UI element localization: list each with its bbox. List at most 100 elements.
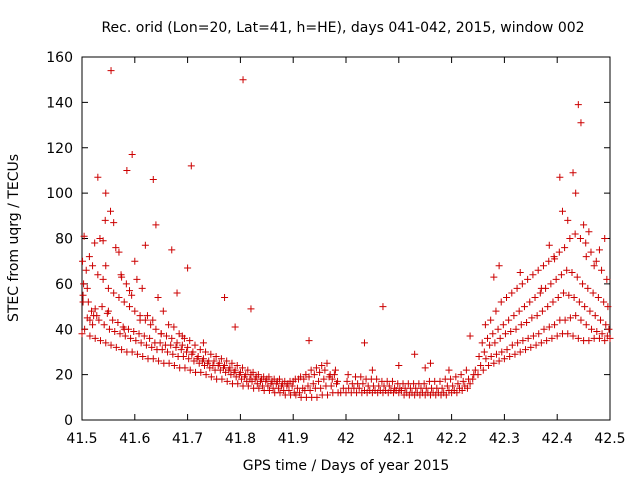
data-point (452, 373, 460, 381)
data-point (515, 307, 523, 315)
data-point (569, 169, 577, 177)
data-point (112, 343, 120, 351)
data-point (102, 262, 110, 270)
data-point (474, 371, 482, 379)
data-point (440, 389, 448, 397)
data-point (80, 232, 88, 240)
data-point (265, 373, 273, 381)
data-point (217, 355, 225, 363)
data-point (568, 269, 576, 277)
data-point (368, 366, 376, 374)
data-point (286, 377, 294, 385)
data-point (123, 166, 131, 174)
data-point (83, 284, 91, 292)
data-point (126, 287, 134, 295)
data-point (215, 359, 223, 367)
data-point (600, 298, 608, 306)
data-point (136, 316, 144, 324)
data-point (317, 384, 325, 392)
data-point (514, 339, 522, 347)
data-point (603, 332, 611, 340)
data-point (343, 377, 351, 385)
data-point (585, 337, 593, 345)
data-point (524, 334, 532, 342)
data-point (537, 284, 545, 292)
data-point (184, 343, 192, 351)
data-point (310, 371, 318, 379)
data-point (128, 348, 136, 356)
data-point (511, 350, 519, 358)
data-point (306, 387, 314, 395)
data-point (573, 273, 581, 281)
data-point (146, 334, 154, 342)
data-point (79, 291, 87, 299)
x-tick-label: 42.1 (383, 431, 414, 447)
data-point (512, 325, 520, 333)
data-point (239, 76, 247, 84)
data-point (574, 101, 582, 109)
data-point (518, 280, 526, 288)
data-point (360, 339, 368, 347)
data-point (577, 316, 585, 324)
data-point (591, 312, 599, 320)
data-point (133, 350, 141, 358)
data-point (564, 330, 572, 338)
data-point (94, 173, 102, 181)
data-point (545, 241, 553, 249)
data-point (552, 275, 560, 283)
data-point (487, 352, 495, 360)
data-point (173, 289, 181, 297)
data-point (516, 348, 524, 356)
data-point (165, 321, 173, 329)
data-point (575, 298, 583, 306)
data-point (540, 325, 548, 333)
data-point (457, 371, 465, 379)
data-point (326, 371, 334, 379)
data-point (149, 316, 157, 324)
data-point (327, 382, 335, 390)
data-point (82, 266, 90, 274)
data-point (91, 239, 99, 247)
data-point (199, 355, 207, 363)
data-point (164, 348, 172, 356)
data-point (496, 334, 504, 342)
data-point (107, 67, 115, 75)
data-point (582, 321, 590, 329)
data-point (98, 303, 106, 311)
data-point (549, 298, 557, 306)
x-tick-label: 41.5 (66, 431, 97, 447)
data-point (152, 221, 160, 229)
data-point (344, 371, 352, 379)
data-point (536, 289, 544, 297)
data-point (184, 264, 192, 272)
data-point (482, 355, 490, 363)
data-point (478, 339, 486, 347)
data-point (379, 303, 387, 311)
data-point (159, 307, 167, 315)
data-point (492, 307, 500, 315)
data-point (581, 303, 589, 311)
data-point (207, 373, 215, 381)
data-point (115, 248, 123, 256)
data-point (595, 246, 603, 254)
data-point (507, 328, 515, 336)
data-point (255, 384, 263, 392)
data-point (577, 119, 585, 127)
data-point (527, 343, 535, 351)
data-point (580, 221, 588, 229)
chart-title: Rec. orid (Lon=20, Lat=41, h=HE), days 0… (101, 20, 584, 36)
data-point (411, 350, 419, 358)
data-point (558, 207, 566, 215)
data-point (596, 316, 604, 324)
y-tick-label: 0 (64, 413, 73, 429)
data-point (221, 362, 229, 370)
data-point (181, 364, 189, 372)
data-point (466, 380, 474, 388)
data-point (503, 346, 511, 354)
data-point (226, 364, 234, 372)
data-point (142, 341, 150, 349)
data-point (158, 346, 166, 354)
data-point (112, 244, 120, 252)
data-point (114, 318, 122, 326)
y-tick-label: 80 (55, 232, 73, 248)
